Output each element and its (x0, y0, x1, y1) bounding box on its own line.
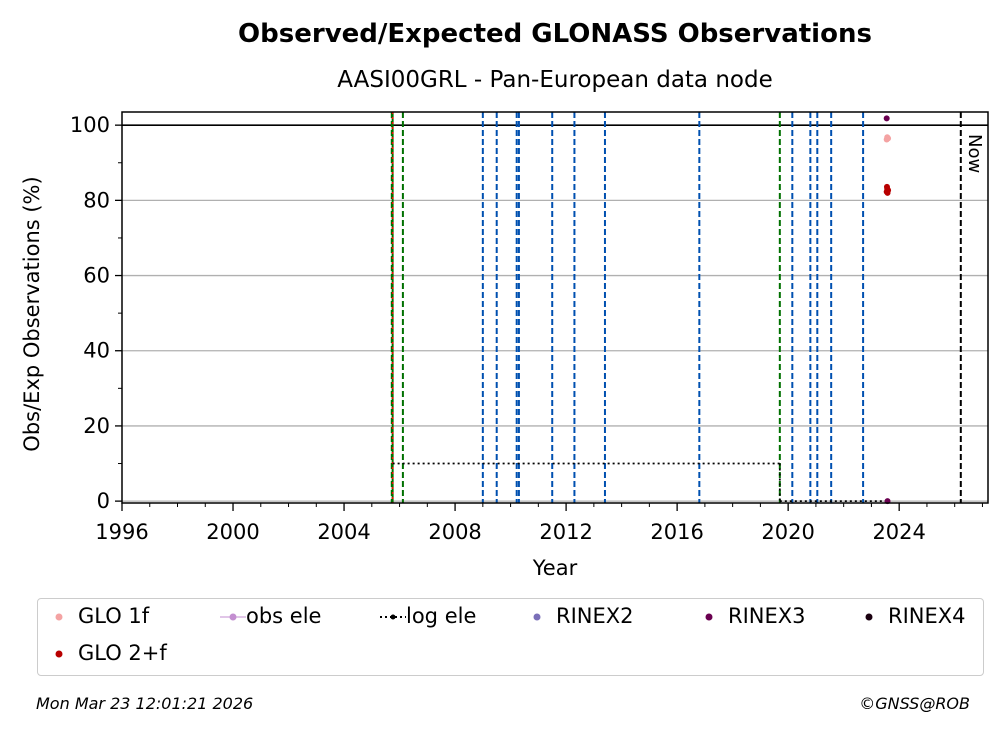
x-tick-label: 2016 (650, 520, 703, 544)
legend-item: GLO 1f (52, 604, 149, 628)
legend-marker-icon (52, 607, 78, 627)
plot-frame (121, 111, 989, 504)
y-tick-label: 0 (97, 489, 110, 513)
legend-label: GLO 2+f (78, 641, 167, 665)
legend: GLO 1f obs ele log ele RINEX2 RINEX3 RINEX4 GL… (37, 598, 984, 676)
x-axis-label: Year (532, 556, 578, 580)
legend-marker-icon (702, 607, 728, 627)
x-tick-label: 2004 (317, 520, 370, 544)
y-axis-label: Obs/Exp Observations (%) (20, 176, 44, 451)
legend-label: RINEX3 (728, 604, 806, 628)
grid-lines (122, 124, 988, 502)
point-glo-1f (885, 135, 892, 142)
x-tick-label: 2000 (206, 520, 259, 544)
legend-item: RINEX4 (862, 604, 966, 628)
copyright: ©GNSS@ROB (859, 694, 970, 713)
legend-label: RINEX4 (888, 604, 966, 628)
timestamp: Mon Mar 23 12:01:21 2026 (36, 694, 254, 713)
legend-item: RINEX3 (702, 604, 806, 628)
legend-marker-icon (220, 607, 246, 627)
legend-item: obs ele (220, 604, 321, 628)
legend-marker-icon (862, 607, 888, 627)
data-points (883, 115, 892, 505)
legend-item: log ele (380, 604, 476, 628)
x-tick-label: 2012 (539, 520, 592, 544)
y-tick-label: 20 (83, 414, 110, 438)
legend-label: obs ele (246, 604, 322, 628)
x-tick-label: 1996 (95, 520, 148, 544)
legend-label: log ele (406, 604, 477, 628)
x-tick-label: 2024 (872, 520, 925, 544)
y-tick-label: 100 (70, 113, 110, 137)
axes: 0 20 40 60 80 100 1996 2000 2004 2008 2012 2016 2020… (70, 111, 989, 544)
point-rinex3 (883, 115, 890, 122)
log-ele-lines (392, 462, 886, 503)
x-tick-label: 2020 (761, 520, 814, 544)
legend-marker-icon (380, 607, 406, 627)
point-glo-2-f (884, 189, 891, 196)
event-lines (390, 112, 962, 503)
legend-item: RINEX2 (530, 604, 634, 628)
legend-marker-icon (530, 607, 556, 627)
point-glo-2-f (883, 183, 890, 190)
y-tick-label: 80 (83, 188, 110, 212)
legend-label: RINEX2 (556, 604, 634, 628)
y-tick-label: 40 (83, 339, 110, 363)
legend-label: GLO 1f (78, 604, 150, 628)
legend-marker-icon (52, 644, 78, 664)
x-tick-label: 2008 (428, 520, 481, 544)
chart-subtitle: AASI00GRL - Pan-European data node (337, 67, 772, 93)
chart-title: Observed/Expected GLONASS Observations (238, 19, 872, 49)
legend-item: GLO 2+f (52, 641, 167, 665)
y-tick-label: 60 (83, 264, 110, 288)
now-label: Now (964, 134, 985, 173)
